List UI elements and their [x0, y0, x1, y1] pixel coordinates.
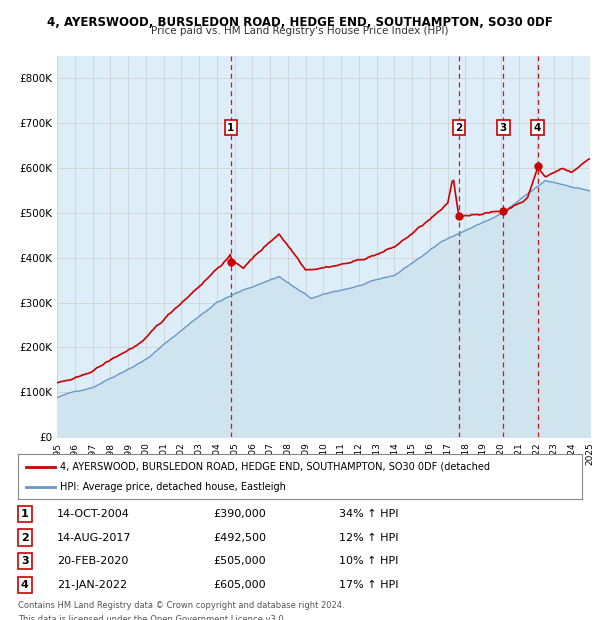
Text: 12% ↑ HPI: 12% ↑ HPI — [339, 533, 398, 542]
Text: 10% ↑ HPI: 10% ↑ HPI — [339, 556, 398, 566]
Text: £390,000: £390,000 — [213, 509, 266, 519]
Text: 4: 4 — [534, 123, 541, 133]
Text: Contains HM Land Registry data © Crown copyright and database right 2024.: Contains HM Land Registry data © Crown c… — [18, 601, 344, 611]
Text: This data is licensed under the Open Government Licence v3.0.: This data is licensed under the Open Gov… — [18, 615, 286, 620]
Text: Price paid vs. HM Land Registry's House Price Index (HPI): Price paid vs. HM Land Registry's House … — [151, 26, 449, 36]
Text: 20-FEB-2020: 20-FEB-2020 — [57, 556, 128, 566]
Text: 2: 2 — [21, 533, 29, 542]
Text: £505,000: £505,000 — [213, 556, 266, 566]
Text: 2: 2 — [455, 123, 463, 133]
Text: HPI: Average price, detached house, Eastleigh: HPI: Average price, detached house, East… — [60, 482, 286, 492]
Text: £492,500: £492,500 — [213, 533, 266, 542]
Text: 4, AYERSWOOD, BURSLEDON ROAD, HEDGE END, SOUTHAMPTON, SO30 0DF (detached: 4, AYERSWOOD, BURSLEDON ROAD, HEDGE END,… — [60, 461, 490, 472]
Text: 3: 3 — [500, 123, 507, 133]
Text: 14-OCT-2004: 14-OCT-2004 — [57, 509, 130, 519]
Text: 1: 1 — [227, 123, 235, 133]
Text: 17% ↑ HPI: 17% ↑ HPI — [339, 580, 398, 590]
Text: £605,000: £605,000 — [213, 580, 266, 590]
Text: 34% ↑ HPI: 34% ↑ HPI — [339, 509, 398, 519]
Text: 4, AYERSWOOD, BURSLEDON ROAD, HEDGE END, SOUTHAMPTON, SO30 0DF: 4, AYERSWOOD, BURSLEDON ROAD, HEDGE END,… — [47, 16, 553, 29]
Text: 1: 1 — [21, 509, 29, 519]
Text: 14-AUG-2017: 14-AUG-2017 — [57, 533, 131, 542]
Text: 3: 3 — [21, 556, 29, 566]
Text: 21-JAN-2022: 21-JAN-2022 — [57, 580, 127, 590]
Text: 4: 4 — [21, 580, 29, 590]
